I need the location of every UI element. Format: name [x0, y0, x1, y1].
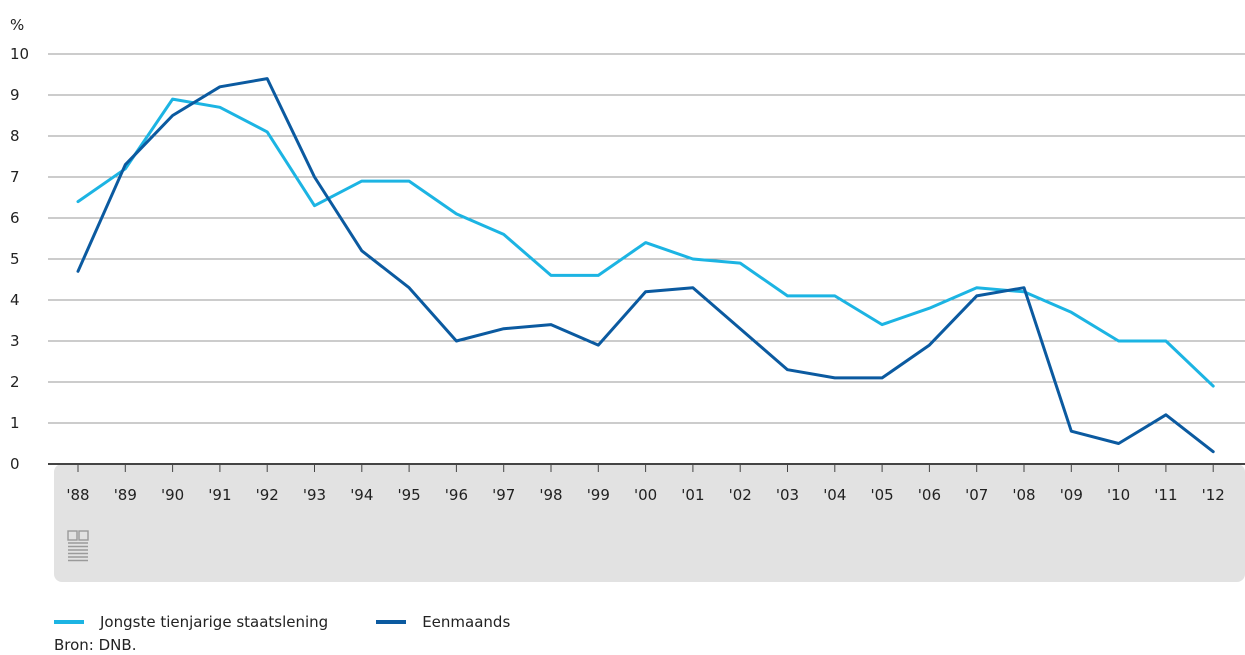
- y-axis-ticks: 0 1 2 3 4 5 6 7 8 9 10: [10, 45, 29, 473]
- x-tick-label: '98: [539, 486, 562, 504]
- cbs-logo-icon: [67, 530, 89, 562]
- x-tick-label: '93: [303, 486, 326, 504]
- x-tick-label: '00: [634, 486, 657, 504]
- y-tick-label: 9: [10, 86, 20, 104]
- y-tick-label: 3: [10, 332, 20, 350]
- legend-swatch-series-2: [376, 620, 407, 624]
- y-tick-label: 2: [10, 373, 20, 391]
- y-tick-label: 1: [10, 414, 20, 432]
- x-tick-label: '97: [492, 486, 515, 504]
- x-tick-label: '92: [256, 486, 279, 504]
- series-line-2: [76, 77, 1215, 454]
- y-tick-label: 6: [10, 209, 20, 227]
- legend-swatch-series-1: [54, 620, 84, 624]
- legend: Jongste tienjarige staatslening Eenmaand…: [54, 612, 558, 632]
- x-tick-label: '99: [587, 486, 610, 504]
- y-unit-label: %: [10, 16, 24, 34]
- x-tick-label: '89: [114, 486, 137, 504]
- legend-item-series-1: Jongste tienjarige staatslening: [54, 613, 328, 631]
- legend-label-series-1: Jongste tienjarige staatslening: [100, 613, 329, 631]
- x-tick-label: '04: [823, 486, 846, 504]
- y-tick-label: 8: [10, 127, 20, 145]
- x-tick-label: '90: [161, 486, 184, 504]
- x-tick-label: '06: [918, 486, 941, 504]
- x-tick-label: '95: [397, 486, 420, 504]
- x-tick-label: '94: [350, 486, 373, 504]
- source-note: Bron: DNB.: [54, 636, 137, 654]
- x-tick-label: '01: [681, 486, 704, 504]
- x-tick-label: '03: [776, 486, 799, 504]
- x-tick-label: '88: [66, 486, 89, 504]
- x-axis-band: [54, 464, 1245, 582]
- y-tick-label: 7: [10, 168, 20, 186]
- x-tick-label: '09: [1060, 486, 1083, 504]
- x-tick-label: '07: [965, 486, 988, 504]
- series-lines: [76, 77, 1215, 454]
- legend-item-series-2: Eenmaands: [376, 613, 510, 631]
- x-tick-label: '05: [870, 486, 893, 504]
- x-tick-label: '10: [1107, 486, 1130, 504]
- y-tick-label: 5: [10, 250, 20, 268]
- x-tick-label: '11: [1154, 486, 1177, 504]
- x-tick-label: '02: [729, 486, 752, 504]
- x-tick-label: '12: [1202, 486, 1225, 504]
- gridlines: [48, 53, 1245, 465]
- y-tick-label: 4: [10, 291, 20, 309]
- x-axis-ticks: '88 '89 '90 '91 '92 '93 '94 '95 '96 '97 '98 '99 '00 '…: [66, 464, 1225, 504]
- x-tick-label: '91: [208, 486, 231, 504]
- y-tick-label: 10: [10, 45, 29, 63]
- y-tick-label: 0: [10, 455, 20, 473]
- x-tick-label: '08: [1012, 486, 1035, 504]
- x-tick-label: '96: [445, 486, 468, 504]
- legend-label-series-2: Eenmaands: [422, 613, 511, 631]
